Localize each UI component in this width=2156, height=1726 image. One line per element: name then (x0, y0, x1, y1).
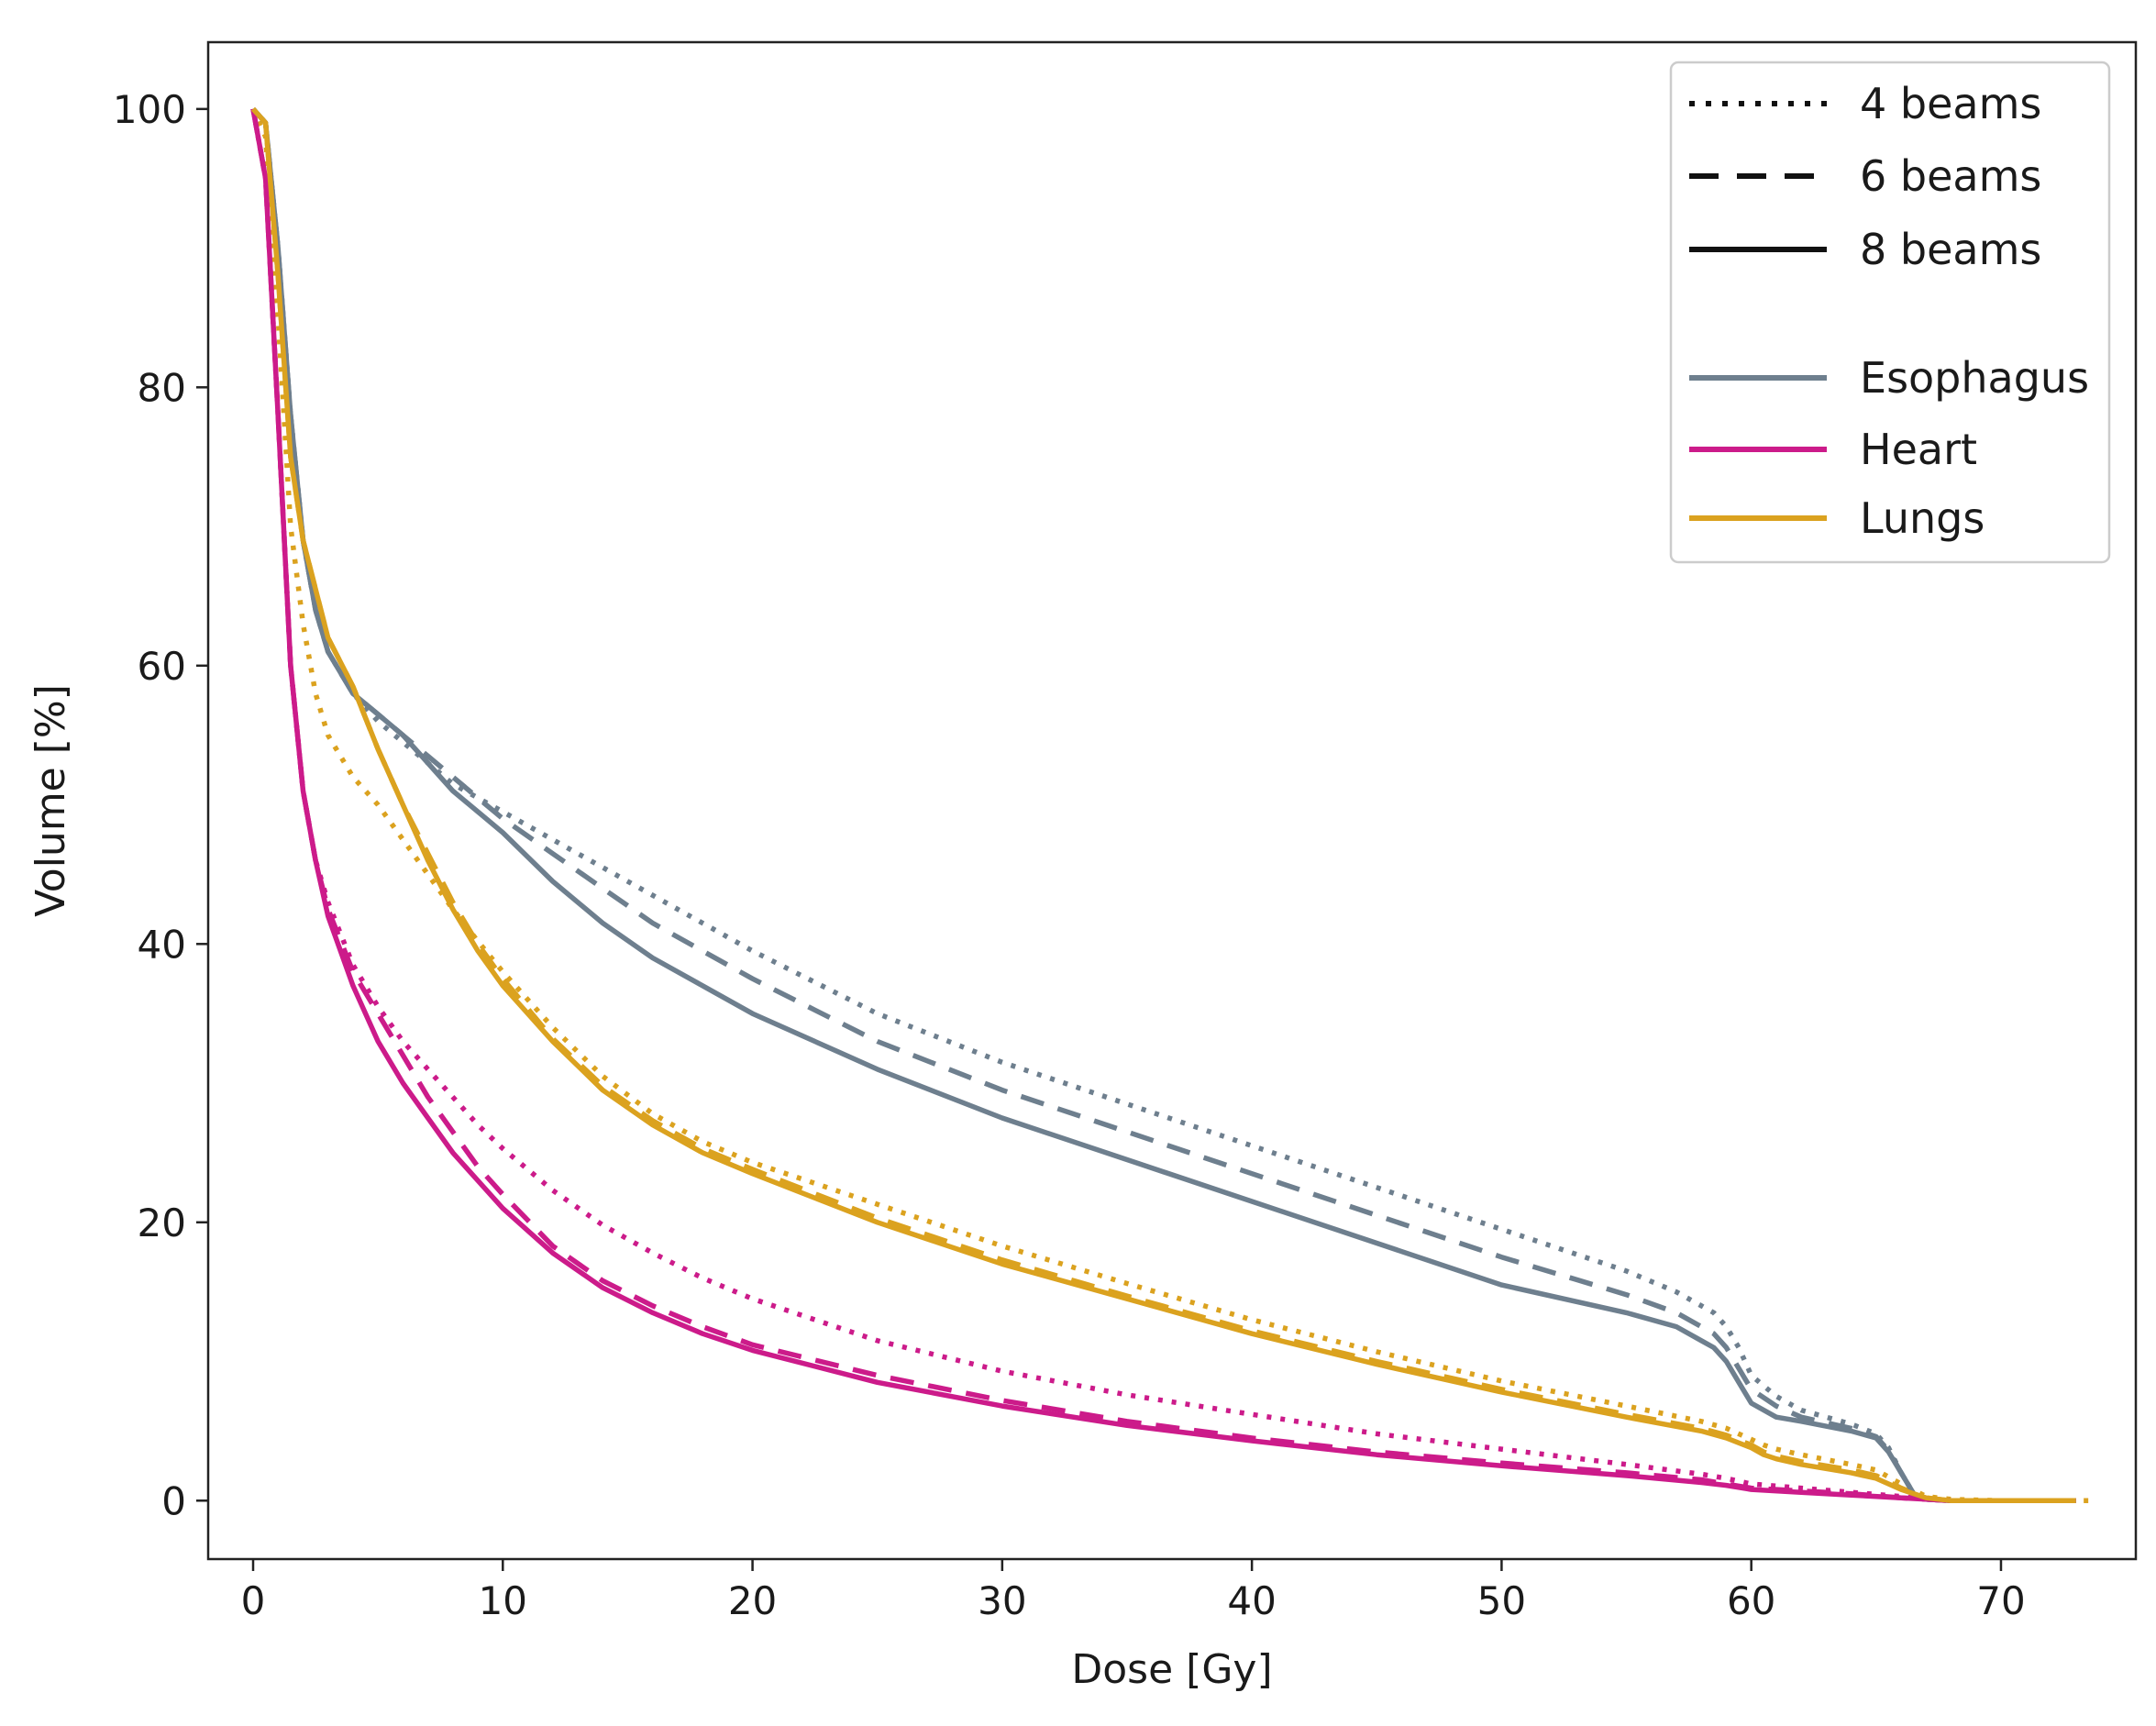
y-tick-label: 60 (138, 644, 186, 689)
series-layer (250, 106, 2096, 1504)
plot-frame (206, 40, 2138, 1561)
x-axis-label: Dose [Gy] (1071, 1646, 1272, 1693)
legend-label: 4 beams (1860, 79, 2041, 128)
y-tick-label: 80 (138, 365, 186, 410)
legend-label: 6 beams (1860, 151, 2041, 201)
y-tick-label: 100 (113, 87, 186, 132)
y-axis-label: Volume [%] (28, 684, 74, 917)
series-line-lungs-4-beams (250, 107, 2096, 1504)
series-line-lungs-8-beams (250, 106, 2076, 1504)
x-tick-label: 30 (978, 1578, 1026, 1623)
legend-label: 8 beams (1860, 225, 2041, 274)
legend-label: Lungs (1860, 493, 1985, 543)
legend-label: Heart (1860, 425, 1977, 474)
x-tick-label: 40 (1227, 1578, 1276, 1623)
x-tick-label: 0 (241, 1578, 266, 1623)
legend: 4 beams 6 beams 8 beams Esophagus Heart Lungs (1669, 61, 2111, 564)
legend-label: Esophagus (1860, 353, 2089, 403)
x-axis: 0 10 20 30 40 50 60 70 (241, 1559, 2026, 1623)
y-tick-label: 20 (138, 1200, 186, 1245)
series-line-lungs-6-beams (250, 106, 2076, 1504)
series-line-heart-4-beams (250, 108, 2076, 1504)
y-axis: 0 20 40 60 80 100 (113, 87, 208, 1523)
x-tick-label: 10 (479, 1578, 527, 1623)
series-line-esophagus-6-beams (250, 106, 2076, 1504)
y-tick-label: 40 (138, 922, 186, 967)
x-tick-label: 70 (1976, 1578, 2025, 1623)
y-tick-label: 0 (161, 1478, 186, 1523)
series-line-heart-8-beams (250, 108, 2076, 1504)
x-tick-label: 50 (1477, 1578, 1526, 1623)
legend-items: 4 beams 6 beams 8 beams Esophagus Heart Lungs (1689, 79, 2089, 543)
x-tick-label: 20 (728, 1578, 777, 1623)
x-tick-label: 60 (1727, 1578, 1775, 1623)
legend-box (1669, 61, 2111, 564)
